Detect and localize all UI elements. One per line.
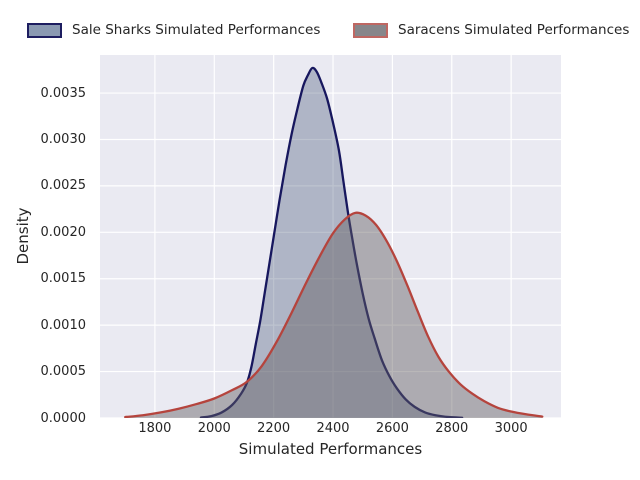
sale-sharks-density-fill — [200, 67, 463, 418]
saracens-density-curve — [124, 211, 544, 418]
y-tick-label: 0.0005 — [40, 364, 87, 380]
y-tick-label: 0.0020 — [40, 224, 87, 240]
y-tick-label: 0.0015 — [40, 271, 87, 287]
y-tick-label: 0.0025 — [40, 178, 87, 194]
sale-sharks-density-curve — [199, 66, 464, 418]
saracens-legend-swatch — [353, 22, 388, 38]
x-tick-label: 2600 — [375, 421, 409, 436]
x-tick-label: 3000 — [494, 421, 528, 436]
y-tick-label: 0.0035 — [40, 85, 87, 101]
saracens-legend-label: Saracens Simulated Performances — [398, 22, 630, 38]
saracens-density-fill — [125, 212, 543, 418]
sale-sharks-legend-label: Sale Sharks Simulated Performances — [72, 22, 321, 38]
x-axis-label: Simulated Performances — [238, 440, 423, 458]
sale-sharks-legend-swatch — [27, 22, 62, 38]
legend-item-saracens: Saracens Simulated Performances — [353, 22, 629, 38]
y-tick-label: 0.0010 — [40, 317, 87, 333]
x-tick-label: 2200 — [257, 421, 291, 436]
y-tick-label: 0.0030 — [40, 131, 87, 147]
x-tick-label: 2800 — [435, 421, 469, 436]
y-tick-label: 0.0000 — [40, 410, 87, 426]
x-tick-label: 2000 — [197, 421, 231, 436]
x-tick-label: 2400 — [316, 421, 350, 436]
y-axis-label: Density — [14, 207, 32, 265]
plot-area — [100, 55, 561, 418]
legend-item-sale-sharks: Sale Sharks Simulated Performances — [27, 22, 320, 38]
x-tick-label: 1800 — [138, 421, 172, 436]
